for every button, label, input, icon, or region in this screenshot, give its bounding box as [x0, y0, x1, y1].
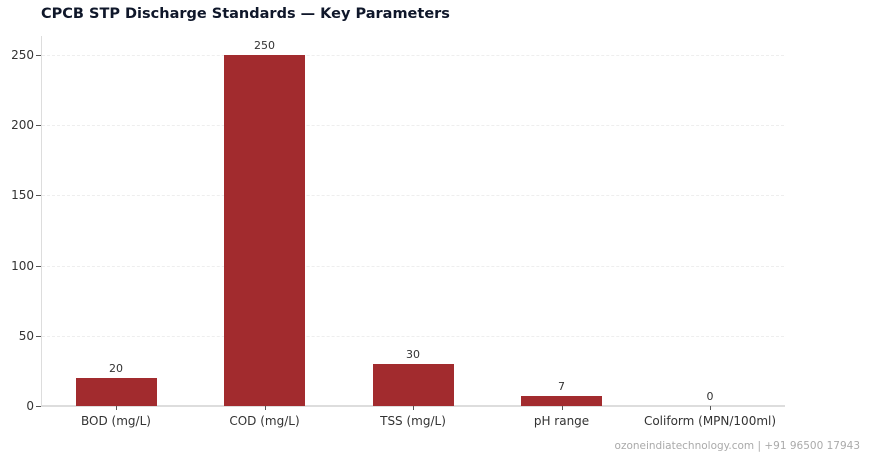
- chart-title: CPCB STP Discharge Standards — Key Param…: [41, 6, 450, 22]
- bar: [372, 363, 454, 406]
- x-tick-mark: [561, 406, 563, 410]
- bar-value-label: 20: [109, 361, 123, 375]
- y-tick-mark: [36, 55, 41, 56]
- footer-contact: ozoneindiatechnology.com | +91 96500 179…: [614, 440, 860, 452]
- y-tick-mark: [36, 335, 41, 337]
- bar-value-label: 30: [406, 347, 420, 361]
- y-tick-label: 150: [11, 188, 34, 203]
- bar-value-label: 7: [558, 380, 565, 394]
- gridline: [42, 335, 784, 337]
- bar-value-label: 0: [706, 390, 714, 403]
- gridline: [42, 265, 784, 267]
- bar-value-label: 250: [254, 39, 275, 52]
- x-tick-mark: [710, 406, 711, 410]
- gridline: [42, 195, 784, 197]
- y-tick-mark: [36, 195, 41, 197]
- x-tick-label: COD (mg/L): [229, 414, 300, 428]
- gridline: [42, 125, 784, 127]
- bar: [224, 55, 305, 406]
- x-tick-mark: [116, 406, 117, 410]
- y-tick-mark: [36, 265, 41, 267]
- x-tick-label: Coliform (MPN/100ml): [643, 414, 777, 428]
- y-tick-label: 0: [26, 399, 34, 413]
- y-tick-mark: [36, 406, 41, 407]
- x-tick-label: TSS (mg/L): [380, 414, 446, 428]
- y-tick-label: 200: [11, 118, 34, 133]
- y-tick-mark: [36, 125, 41, 127]
- x-tick-label: BOD (mg/L): [81, 414, 151, 428]
- x-tick-mark: [413, 406, 414, 410]
- gridline: [42, 55, 784, 56]
- y-axis-line: [41, 36, 42, 406]
- bar: [75, 377, 157, 406]
- y-tick-label: 50: [18, 328, 34, 343]
- y-tick-label: 250: [11, 48, 34, 62]
- bar: [521, 396, 602, 406]
- x-tick-label: pH range: [533, 414, 590, 428]
- y-tick-label: 100: [11, 258, 34, 273]
- x-tick-mark: [264, 406, 266, 410]
